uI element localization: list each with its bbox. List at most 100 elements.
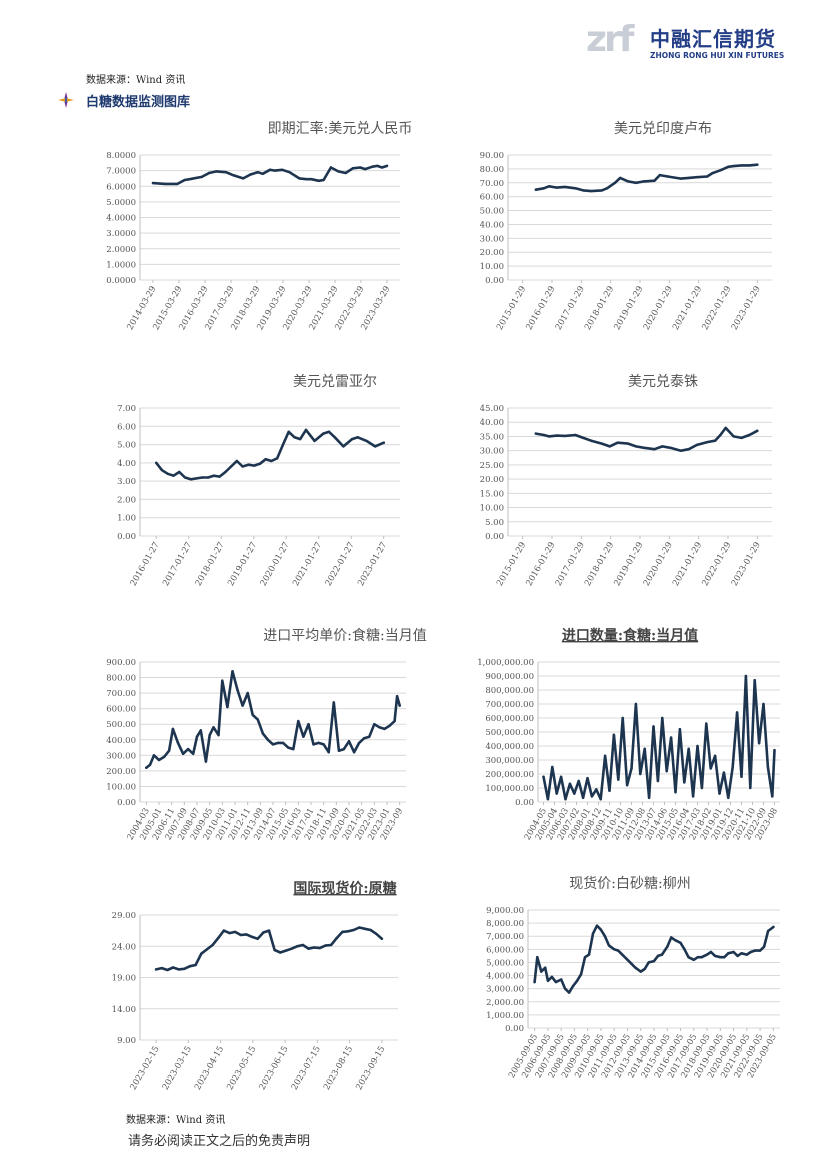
data-point bbox=[626, 180, 630, 183]
y-tick-label: 1,000,000.00 bbox=[477, 658, 534, 668]
data-point bbox=[166, 472, 169, 475]
data-point bbox=[246, 691, 249, 695]
data-point bbox=[329, 166, 333, 169]
data-point bbox=[711, 171, 714, 175]
data-point bbox=[748, 433, 751, 437]
data-point bbox=[639, 970, 642, 973]
data-point bbox=[204, 760, 208, 763]
data-point bbox=[658, 173, 661, 177]
data-point bbox=[575, 979, 579, 982]
data-point bbox=[382, 441, 385, 444]
data-point bbox=[267, 929, 271, 932]
data-point bbox=[318, 946, 321, 950]
data-point bbox=[276, 741, 280, 745]
data-point bbox=[678, 728, 682, 731]
y-tick-label: 100,000.00 bbox=[485, 784, 534, 794]
data-point bbox=[687, 747, 690, 750]
data-point bbox=[630, 962, 633, 965]
chart-raw-sugar: 国际现货价:原糖 9.00 14.00 19.00 24.00 29.00 2023-02-… bbox=[90, 875, 420, 1105]
data-point bbox=[164, 182, 167, 186]
y-tick-label: 24.00 bbox=[112, 942, 136, 952]
chart-title: 现货价:白砂糖:柳州 bbox=[569, 875, 690, 892]
data-point bbox=[337, 170, 340, 173]
x-tick-label: 2018-01-29 bbox=[583, 285, 616, 332]
data-point bbox=[607, 944, 611, 947]
chart-title: 即期汇率:美元兑人民币 bbox=[268, 120, 413, 137]
data-point bbox=[251, 713, 254, 717]
data-point bbox=[724, 426, 727, 430]
data-point bbox=[241, 704, 244, 707]
x-tick-label: 2022-01-27 bbox=[324, 541, 357, 588]
y-tick-label: 7.00 bbox=[117, 404, 136, 414]
data-point bbox=[568, 782, 572, 785]
data-point bbox=[183, 476, 187, 479]
data-point bbox=[617, 949, 620, 952]
y-tick-label: 90.00 bbox=[480, 151, 504, 161]
data-point bbox=[719, 956, 722, 959]
data-point bbox=[674, 791, 677, 794]
data-point bbox=[363, 927, 367, 930]
data-point bbox=[713, 954, 717, 958]
data-point bbox=[555, 792, 558, 795]
data-point bbox=[242, 177, 245, 180]
data-point bbox=[363, 167, 367, 171]
y-tick-label: 3.0000 bbox=[106, 229, 136, 239]
data-point bbox=[171, 727, 175, 731]
data-point bbox=[634, 966, 637, 969]
y-tick-label: 7,000.00 bbox=[486, 932, 524, 942]
data-point bbox=[236, 688, 239, 692]
data-point bbox=[617, 778, 620, 781]
data-point bbox=[228, 931, 231, 935]
data-point bbox=[683, 781, 686, 784]
data-point bbox=[264, 458, 267, 461]
data-point bbox=[542, 433, 545, 437]
data-point bbox=[691, 795, 695, 798]
data-point bbox=[643, 747, 646, 750]
y-tick-label: 9,000.00 bbox=[486, 906, 524, 916]
data-point bbox=[674, 939, 677, 942]
y-tick-label: 0.00 bbox=[485, 276, 504, 286]
section-heading: 白糖数据监测图库 bbox=[58, 90, 190, 110]
data-point bbox=[167, 749, 171, 752]
data-point bbox=[346, 930, 350, 933]
data-point bbox=[567, 991, 571, 994]
data-point bbox=[299, 437, 302, 441]
data-point bbox=[218, 475, 221, 478]
x-tick-label: 2023-01-27 bbox=[356, 541, 389, 588]
data-point bbox=[564, 798, 567, 801]
data-point bbox=[333, 436, 336, 439]
chart-svg: 进口数量:食糖:当月值 0.00 100,000.00 200,000.00 300,0… bbox=[477, 627, 780, 842]
data-point bbox=[642, 446, 646, 449]
y-tick-label: 700,000.00 bbox=[485, 700, 534, 710]
data-point bbox=[735, 711, 739, 714]
data-point bbox=[215, 170, 218, 173]
chart-svg: 即期汇率:美元兑人民币 0.0000 1.0000 2.0000 3.0000 4.000… bbox=[106, 120, 413, 332]
data-point bbox=[740, 436, 743, 440]
data-point bbox=[208, 733, 211, 737]
data-point bbox=[398, 704, 401, 707]
data-point bbox=[368, 735, 371, 738]
data-point bbox=[660, 953, 664, 956]
data-point bbox=[172, 474, 175, 477]
data-point bbox=[700, 786, 704, 790]
chart-usdthb: 美元兑泰铢 0.00 5.00 10.00 15.00 20.00 25.00 30.00 35… bbox=[468, 368, 788, 598]
y-tick-label: 4.0000 bbox=[106, 214, 136, 224]
data-point bbox=[595, 924, 599, 927]
data-point bbox=[772, 925, 775, 929]
data-point bbox=[207, 171, 211, 175]
y-tick-label: 14.00 bbox=[112, 1005, 136, 1015]
data-point bbox=[546, 979, 550, 982]
x-tick-label: 2018-01-29 bbox=[583, 541, 616, 588]
data-point bbox=[176, 741, 180, 745]
data-point bbox=[200, 952, 203, 955]
data-point bbox=[679, 941, 682, 944]
y-tick-label: 30.00 bbox=[480, 447, 504, 457]
data-point bbox=[310, 178, 313, 181]
data-point bbox=[613, 181, 617, 184]
data-point bbox=[183, 967, 186, 970]
chart-title: 美元兑印度卢布 bbox=[614, 121, 712, 137]
data-point bbox=[365, 439, 368, 443]
data-point bbox=[288, 171, 291, 174]
data-point bbox=[229, 465, 233, 468]
data-point bbox=[176, 182, 179, 186]
